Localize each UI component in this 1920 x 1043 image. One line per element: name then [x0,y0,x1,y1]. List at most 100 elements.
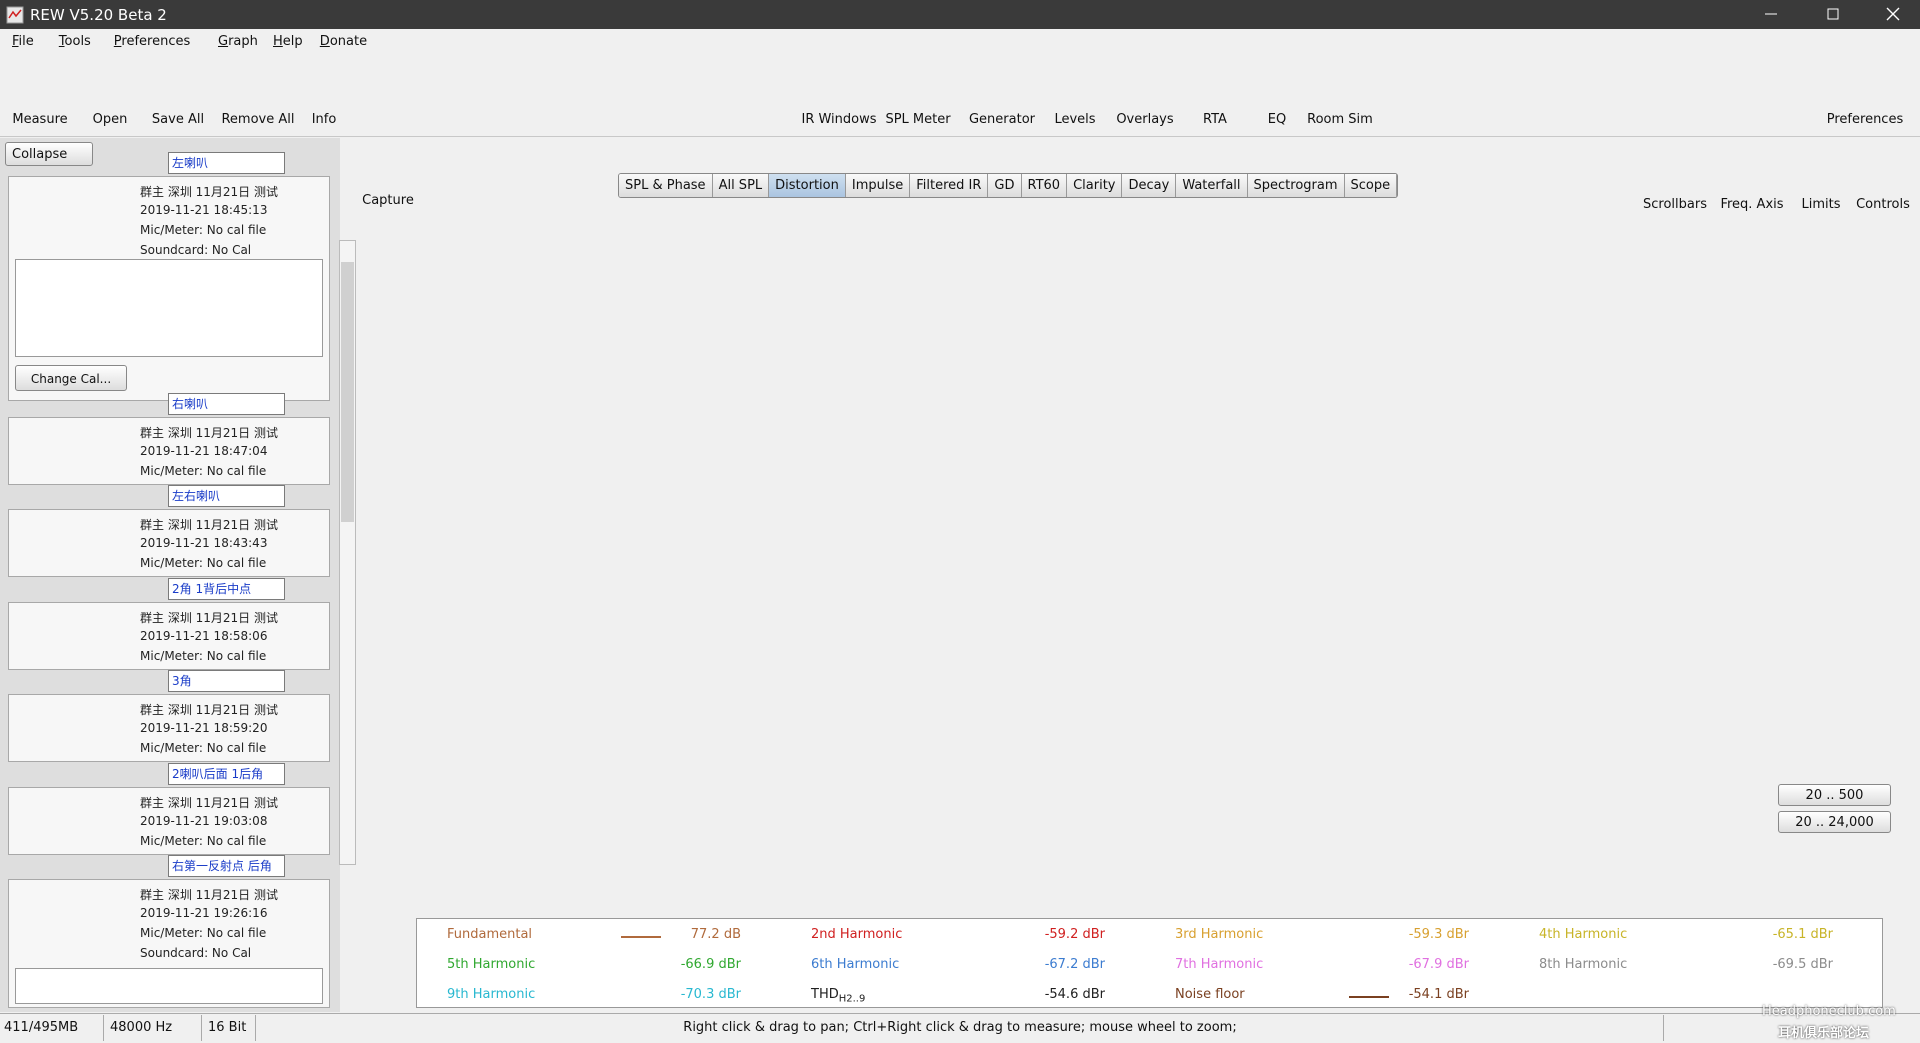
toolbar-button-label[interactable]: Save All [151,112,205,127]
measurement-info: Mic/Meter: No cal file [140,223,267,237]
trace-name: 2nd Harmonic [811,927,902,942]
view-tool-label[interactable]: Limits [1801,197,1841,212]
trace-level: -54.1 dBr [1408,987,1469,1002]
trace-level: -59.2 dBr [1044,927,1105,942]
graph-tab[interactable]: Clarity [1067,174,1123,197]
title-bar: REW V5.20 Beta 2 [0,0,1920,29]
view-tool-label[interactable]: Freq. Axis [1720,197,1784,212]
toolbar-button-label[interactable]: Generator [968,112,1035,127]
graph-tab[interactable]: Distortion [769,174,846,197]
measurement-info: 2019-11-21 18:58:06 [140,628,268,643]
trace-name: 3rd Harmonic [1175,927,1263,942]
graph-tab[interactable]: Filtered IR [910,174,989,197]
trace-name-text: 4th Harmonic [1539,927,1628,942]
window-controls[interactable] [1740,0,1920,29]
graph-tabs: SPL & Phase All SPL Distortion Impulse Filte… [618,173,1399,198]
graph-tab[interactable]: RT60 [1021,174,1068,197]
measurement-name[interactable]: 右喇叭 [168,393,285,415]
toolbar-button-label[interactable]: Preferences [1826,112,1904,127]
view-tool-label[interactable]: Scrollbars [1643,197,1707,212]
status-cell: 48000 Hz [106,1015,202,1041]
status-divider [1663,1015,1664,1041]
toolbar-button-label[interactable]: IR Windows [801,112,877,127]
graph-tab[interactable]: Waterfall [1176,174,1248,197]
measurement-info: 群主 深圳 11月21日 测试 [140,888,278,902]
trace-level: -70.3 dBr [680,987,741,1002]
graph-tab[interactable]: SPL & Phase [619,174,713,197]
graph-tab[interactable]: Spectrogram [1247,174,1345,197]
measurement-info: 2019-11-21 18:45:13 [140,203,268,217]
capture-label[interactable]: Capture [362,193,414,208]
measurement-info: Mic/Meter: No cal file [140,556,267,571]
menu-item[interactable]: Help [273,34,303,49]
measurement-info: 群主 深圳 11月21日 测试 [140,703,278,718]
change-cal-button[interactable]: Change Cal... [15,365,127,391]
measurement-name[interactable]: 2角 1背后中点 [168,577,285,600]
measurement-info: Soundcard: No Cal [140,243,252,257]
measurement-name[interactable]: 3角 [168,670,285,693]
toolbar-button-label[interactable]: SPL Meter [885,112,951,127]
menu-item[interactable]: Preferences [113,34,191,49]
trace-level: -59.3 dBr [1408,927,1469,942]
measurement-name[interactable]: 右第一反射点 后角 [168,855,285,877]
toolbar-button-label[interactable]: Remove All [221,112,295,127]
menu-item[interactable]: Tools [58,34,91,49]
trace-name-text: Noise floor [1175,987,1245,1002]
trace-name-text: 5th Harmonic [447,957,536,972]
measurement-info: Mic/Meter: No cal file [140,833,267,848]
watermark-name: 耳机俱乐部论坛 [1778,1026,1870,1041]
graph-tab[interactable]: Decay [1122,174,1177,197]
trace-name: 8th Harmonic [1539,957,1627,972]
graph-tab[interactable]: Scope [1344,174,1398,197]
trace-name: 4th Harmonic [1539,927,1627,942]
measurement-name[interactable]: 2喇叭后面 1后角 [168,762,285,785]
toolbar-button-label[interactable]: Measure [12,112,68,127]
trace-name-text: 9th Harmonic [447,987,536,1002]
toolbar-button-label[interactable]: Levels [1054,112,1096,127]
trace-name: 6th Harmonic [811,957,899,972]
trace-level: 77.2 dB [690,927,741,942]
menu-item[interactable]: Graph [218,34,258,49]
toolbar-button-label[interactable]: RTA [1203,112,1227,127]
trace-name-text: 7th Harmonic [1175,957,1264,972]
graph-tab[interactable]: Impulse [845,174,911,197]
measurement-name[interactable]: 左喇叭 [168,152,285,174]
graph-tab[interactable]: All SPL [712,174,770,197]
collapse-button[interactable]: Collapse [5,142,93,166]
toolbar-button-label[interactable]: Info [311,112,337,127]
status-cell: 411/495MB [0,1015,104,1041]
toolbar-separator [0,136,1920,137]
graph-tab[interactable]: GD [988,174,1022,197]
trace-level: -66.9 dBr [680,957,741,972]
range-button[interactable]: 20 .. 500 [1778,784,1891,806]
measurement-info: Mic/Meter: No cal file [140,464,267,478]
range-button[interactable]: 20 .. 24,000 [1778,811,1891,833]
measurement-name[interactable]: 左右喇叭 [168,485,285,508]
trace-level: -65.1 dBr [1772,927,1833,942]
trace-name: 7th Harmonic [1175,957,1263,972]
measurement-info: 2019-11-21 19:26:16 [140,906,268,920]
toolbar-button-label[interactable]: Room Sim [1307,112,1373,127]
toolbar-button-label[interactable]: Overlays [1116,112,1174,127]
toolbar-button-label[interactable]: EQ [1267,112,1287,127]
menu-item[interactable]: File [12,34,34,49]
trace-name: Fundamental [447,927,532,942]
trace-name: 5th Harmonic [447,957,535,972]
menu-item[interactable]: Donate [319,34,368,49]
view-tool-label[interactable]: Controls [1856,197,1910,212]
trace-name-text: 8th Harmonic [1539,957,1628,972]
measurement-info: 群主 深圳 11月21日 测试 [140,426,278,440]
app-icon [6,6,24,24]
trace-name-text: THD [811,987,839,1002]
measurement-info: Mic/Meter: No cal file [140,926,267,940]
measurement-info: 2019-11-21 18:59:20 [140,721,268,736]
toolbar-button-label[interactable]: Open [92,112,128,127]
